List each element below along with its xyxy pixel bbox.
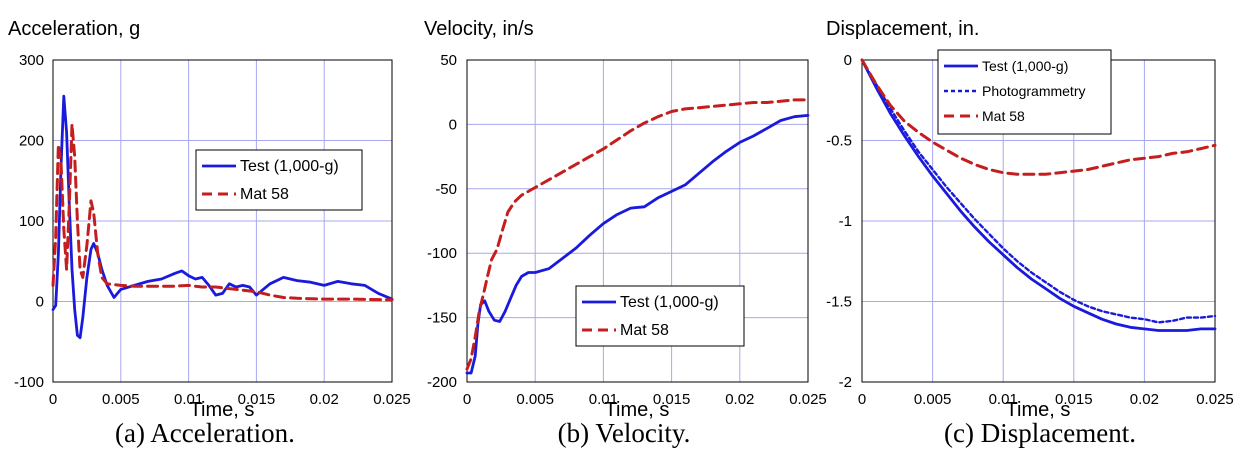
x-tick-label: 0.02 xyxy=(725,391,754,408)
caption-velocity: (b) Velocity. xyxy=(557,418,691,448)
legend-label: Mat 58 xyxy=(240,186,289,203)
chart-displacement: 0 0.005 0.01 0.015 0.02 0.025 -2 -1.5 -1 -0.5 0 Dis… xyxy=(826,18,1234,421)
x-tick-label: 0.005 xyxy=(102,391,140,408)
legend-label: Test (1,000-g) xyxy=(620,294,719,311)
chart-title: Displacement, in. xyxy=(826,18,979,40)
x-tick-label: 0.025 xyxy=(373,391,411,408)
legend-box xyxy=(575,285,745,347)
x-tick-label: 0 xyxy=(858,391,866,408)
y-tick-label: -0.5 xyxy=(826,133,852,150)
legend-label: Test (1,000-g) xyxy=(982,58,1068,74)
x-tick-label: 0 xyxy=(49,391,57,408)
x-tick-label: 0 xyxy=(463,391,471,408)
y-tick-label: 50 xyxy=(440,52,457,69)
plot-frame xyxy=(466,59,809,383)
legend-label: Photogrammetry xyxy=(982,83,1085,99)
x-tick-label: 0.005 xyxy=(914,391,952,408)
y-tick-label: -2 xyxy=(839,374,852,391)
plot-frame xyxy=(52,59,393,383)
chart-title: Velocity, in/s xyxy=(424,18,534,40)
x-axis-label: Time, s xyxy=(190,399,255,421)
y-tick-label: -1 xyxy=(839,213,852,230)
x-tick-label: 0.02 xyxy=(310,391,339,408)
legend-label: Mat 58 xyxy=(982,108,1025,124)
series-line-test-1-000-g xyxy=(860,58,1217,332)
y-tick-label: 0 xyxy=(844,52,852,69)
caption-acceleration: (a) Acceleration. xyxy=(115,418,295,448)
x-tick-label: 0.01 xyxy=(589,391,618,408)
y-tick-label: 0 xyxy=(36,294,44,311)
x-tick-label: 0.015 xyxy=(653,391,691,408)
chart-title: Acceleration, g xyxy=(8,18,140,40)
legend: Test (1,000-g) Mat 58 xyxy=(195,149,363,211)
y-tick-label: -150 xyxy=(427,310,457,327)
y-tick-label: -1.5 xyxy=(826,294,852,311)
y-tick-label: -100 xyxy=(14,374,44,391)
series-line-test-1-000-g xyxy=(465,114,810,375)
x-tick-label: 0.01 xyxy=(174,391,203,408)
y-tick-label: 300 xyxy=(19,52,44,69)
y-tick-label: 0 xyxy=(449,116,457,133)
y-tick-label: 100 xyxy=(19,213,44,230)
series-line-test-1-000-g xyxy=(51,94,394,340)
x-tick-label: 0.01 xyxy=(989,391,1018,408)
y-tick-label: -100 xyxy=(427,245,457,262)
x-tick-label: 0.025 xyxy=(1196,391,1234,408)
x-tick-label: 0.015 xyxy=(1055,391,1093,408)
legend-box xyxy=(195,149,363,211)
y-tick-label: -50 xyxy=(435,181,457,198)
series-line-mat-58 xyxy=(465,98,810,371)
chart-velocity: 0 0.005 0.01 0.015 0.02 0.025 -200 -150 -100 -50 0… xyxy=(424,18,827,421)
series-line-mat-58 xyxy=(860,58,1217,176)
x-tick-label: 0.015 xyxy=(238,391,276,408)
caption-displacement: (c) Displacement. xyxy=(944,418,1136,448)
chart-acceleration: 0 0.005 0.01 0.015 0.02 0.025 -100 0 100 200 300 Ac… xyxy=(8,18,411,421)
legend: Test (1,000-g) Mat 58 xyxy=(575,285,745,347)
x-tick-label: 0.025 xyxy=(789,391,827,408)
x-tick-label: 0.005 xyxy=(516,391,554,408)
y-tick-label: -200 xyxy=(427,374,457,391)
series-line-photogrammetry xyxy=(860,58,1217,324)
x-axis-label: Time, s xyxy=(605,399,670,421)
series-line-mat-58 xyxy=(51,122,394,302)
legend: Test (1,000-g) Photogrammetry Mat 58 xyxy=(937,49,1112,135)
legend-label: Test (1,000-g) xyxy=(240,158,339,175)
x-axis-label: Time, s xyxy=(1006,399,1071,421)
legend-label: Mat 58 xyxy=(620,322,669,339)
x-tick-label: 0.02 xyxy=(1130,391,1159,408)
y-tick-label: 200 xyxy=(19,133,44,150)
